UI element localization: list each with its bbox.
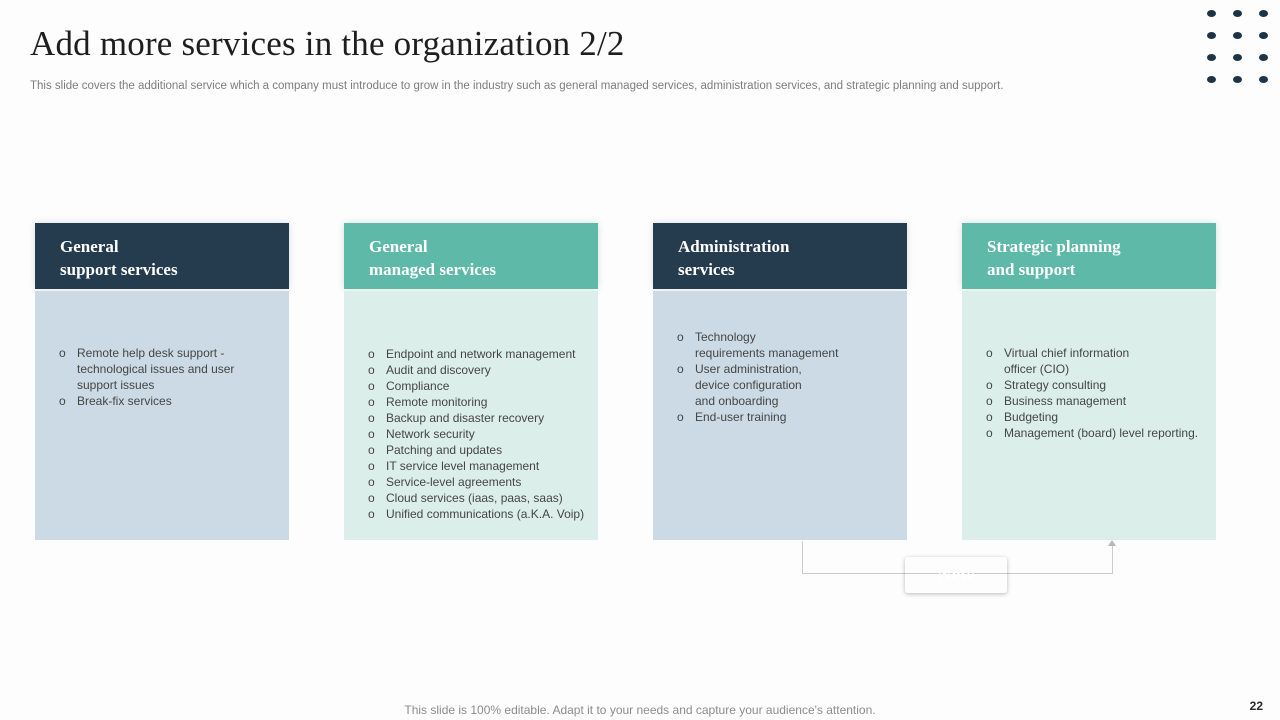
- list-item-text: Budgeting: [1004, 410, 1059, 424]
- list-item: o Network security: [368, 426, 592, 442]
- list-item: o Endpoint and network management: [368, 346, 592, 362]
- list-item-text: Management (board) level reporting.: [1004, 426, 1199, 440]
- list-item-text: Remote help desk support - technological…: [77, 346, 235, 392]
- list-item: o Remote help desk support - technologica…: [59, 345, 283, 393]
- bullet-marker: o: [368, 427, 375, 441]
- column-header: Strategic planning and support: [962, 223, 1216, 289]
- list-item: o Budgeting: [986, 409, 1210, 425]
- dot-icon: [1233, 32, 1242, 39]
- list-item: o Strategy consulting: [986, 377, 1210, 393]
- list-item-text: Unified communications (a.K.A. Voip): [386, 507, 585, 521]
- arrow-up-icon: [1108, 540, 1116, 546]
- list-item-text: Cloud services (iaas, paas, saas): [386, 491, 563, 505]
- bullet-marker: o: [986, 378, 993, 392]
- column-header: General managed services: [344, 223, 598, 289]
- list-item-text: Endpoint and network management: [386, 347, 576, 361]
- dot-icon: [1259, 54, 1268, 61]
- list-item-text: Backup and disaster recovery: [386, 411, 545, 425]
- list-item-text: Patching and updates: [386, 443, 503, 457]
- column-body: o Technology requirements management o User…: [653, 291, 907, 540]
- list-item-text: Remote monitoring: [386, 395, 488, 409]
- bullet-marker: o: [368, 363, 375, 377]
- column-header: Administration services: [653, 223, 907, 289]
- service-column: Administration services o Technology requi…: [653, 223, 907, 540]
- column-body: o Endpoint and network management o Audit a…: [344, 291, 598, 540]
- list-item-text: Audit and discovery: [386, 363, 491, 377]
- list-item: o Remote monitoring: [368, 394, 592, 410]
- bullet-marker: o: [368, 443, 375, 457]
- service-column: General managed services o Endpoint and ne…: [344, 223, 598, 540]
- list-item: o Service-level agreements: [368, 474, 592, 490]
- dot-icon: [1207, 10, 1216, 17]
- list-item: o End-user training: [677, 409, 901, 425]
- column-body: o Virtual chief information officer (CIO)…: [962, 291, 1216, 540]
- list-item-text: Network security: [386, 427, 475, 441]
- list-item: o Management (board) level reporting.: [986, 425, 1210, 441]
- dot-icon: [1259, 10, 1268, 17]
- service-column: General support services o Remote help des…: [35, 223, 289, 540]
- footer-note: This slide is 100% editable. Adapt it to…: [404, 703, 876, 717]
- page-number: 22: [1249, 699, 1263, 713]
- bullet-marker: o: [368, 395, 375, 409]
- bullet-marker: o: [986, 410, 993, 424]
- connector-line-right: [1112, 546, 1113, 573]
- list-item-text: Compliance: [386, 379, 450, 393]
- bullet-marker: o: [677, 330, 684, 344]
- column-body: o Remote help desk support - technologica…: [35, 291, 289, 540]
- bullet-marker: o: [368, 411, 375, 425]
- dot-icon: [1259, 76, 1268, 83]
- list-item: o Technology requirements management: [677, 329, 901, 361]
- list-item-text: Virtual chief information officer (CIO): [1004, 346, 1130, 376]
- dot-icon: [1259, 32, 1268, 39]
- list-item: o Audit and discovery: [368, 362, 592, 378]
- bullet-marker: o: [368, 475, 375, 489]
- list-item-text: Strategy consulting: [1004, 378, 1107, 392]
- bullet-marker: o: [986, 346, 993, 360]
- list-item-text: Technology requirements management: [695, 330, 839, 360]
- dot-icon: [1233, 54, 1242, 61]
- bullet-marker: o: [986, 426, 993, 440]
- new-badge: New: [905, 557, 1007, 593]
- list-item-text: Break-fix services: [77, 394, 172, 408]
- bullet-marker: o: [677, 410, 684, 424]
- service-columns: General support services o Remote help des…: [35, 223, 1219, 540]
- dot-icon: [1233, 10, 1242, 17]
- dot-icon: [1207, 76, 1216, 83]
- bullet-marker: o: [368, 491, 375, 505]
- list-item: o Business management: [986, 393, 1210, 409]
- list-item-text: Business management: [1004, 394, 1127, 408]
- dots-decoration: [1207, 10, 1268, 83]
- bullet-marker: o: [368, 379, 375, 393]
- list-item-text: User administration, device configuratio…: [695, 362, 802, 408]
- list-item: o Virtual chief information officer (CIO): [986, 345, 1210, 377]
- list-item: o Backup and disaster recovery: [368, 410, 592, 426]
- list-item-text: End-user training: [695, 410, 787, 424]
- bullet-marker: o: [368, 459, 375, 473]
- list-item: o Compliance: [368, 378, 592, 394]
- service-column: Strategic planning and support o Virtual c…: [962, 223, 1216, 540]
- bullet-marker: o: [59, 394, 66, 408]
- bullet-marker: o: [677, 362, 684, 376]
- page-title: Add more services in the organization 2/…: [30, 24, 625, 63]
- slide-description: This slide covers the additional service…: [30, 80, 1004, 92]
- dot-icon: [1207, 54, 1216, 61]
- list-item: o User administration, device configurati…: [677, 361, 901, 409]
- list-item: o Patching and updates: [368, 442, 592, 458]
- column-header: General support services: [35, 223, 289, 289]
- bullet-marker: o: [368, 507, 375, 521]
- list-item: o Cloud services (iaas, paas, saas): [368, 490, 592, 506]
- list-item-text: IT service level management: [386, 459, 540, 473]
- list-item: o Unified communications (a.K.A. Voip): [368, 506, 592, 522]
- bullet-marker: o: [368, 347, 375, 361]
- connector-line-left: [802, 541, 803, 573]
- bullet-marker: o: [59, 346, 66, 360]
- dot-icon: [1233, 76, 1242, 83]
- dot-icon: [1207, 32, 1216, 39]
- connector-line-horizontal: [802, 573, 1113, 574]
- list-item-text: Service-level agreements: [386, 475, 522, 489]
- list-item: o Break-fix services: [59, 393, 283, 409]
- list-item: o IT service level management: [368, 458, 592, 474]
- bullet-marker: o: [986, 394, 993, 408]
